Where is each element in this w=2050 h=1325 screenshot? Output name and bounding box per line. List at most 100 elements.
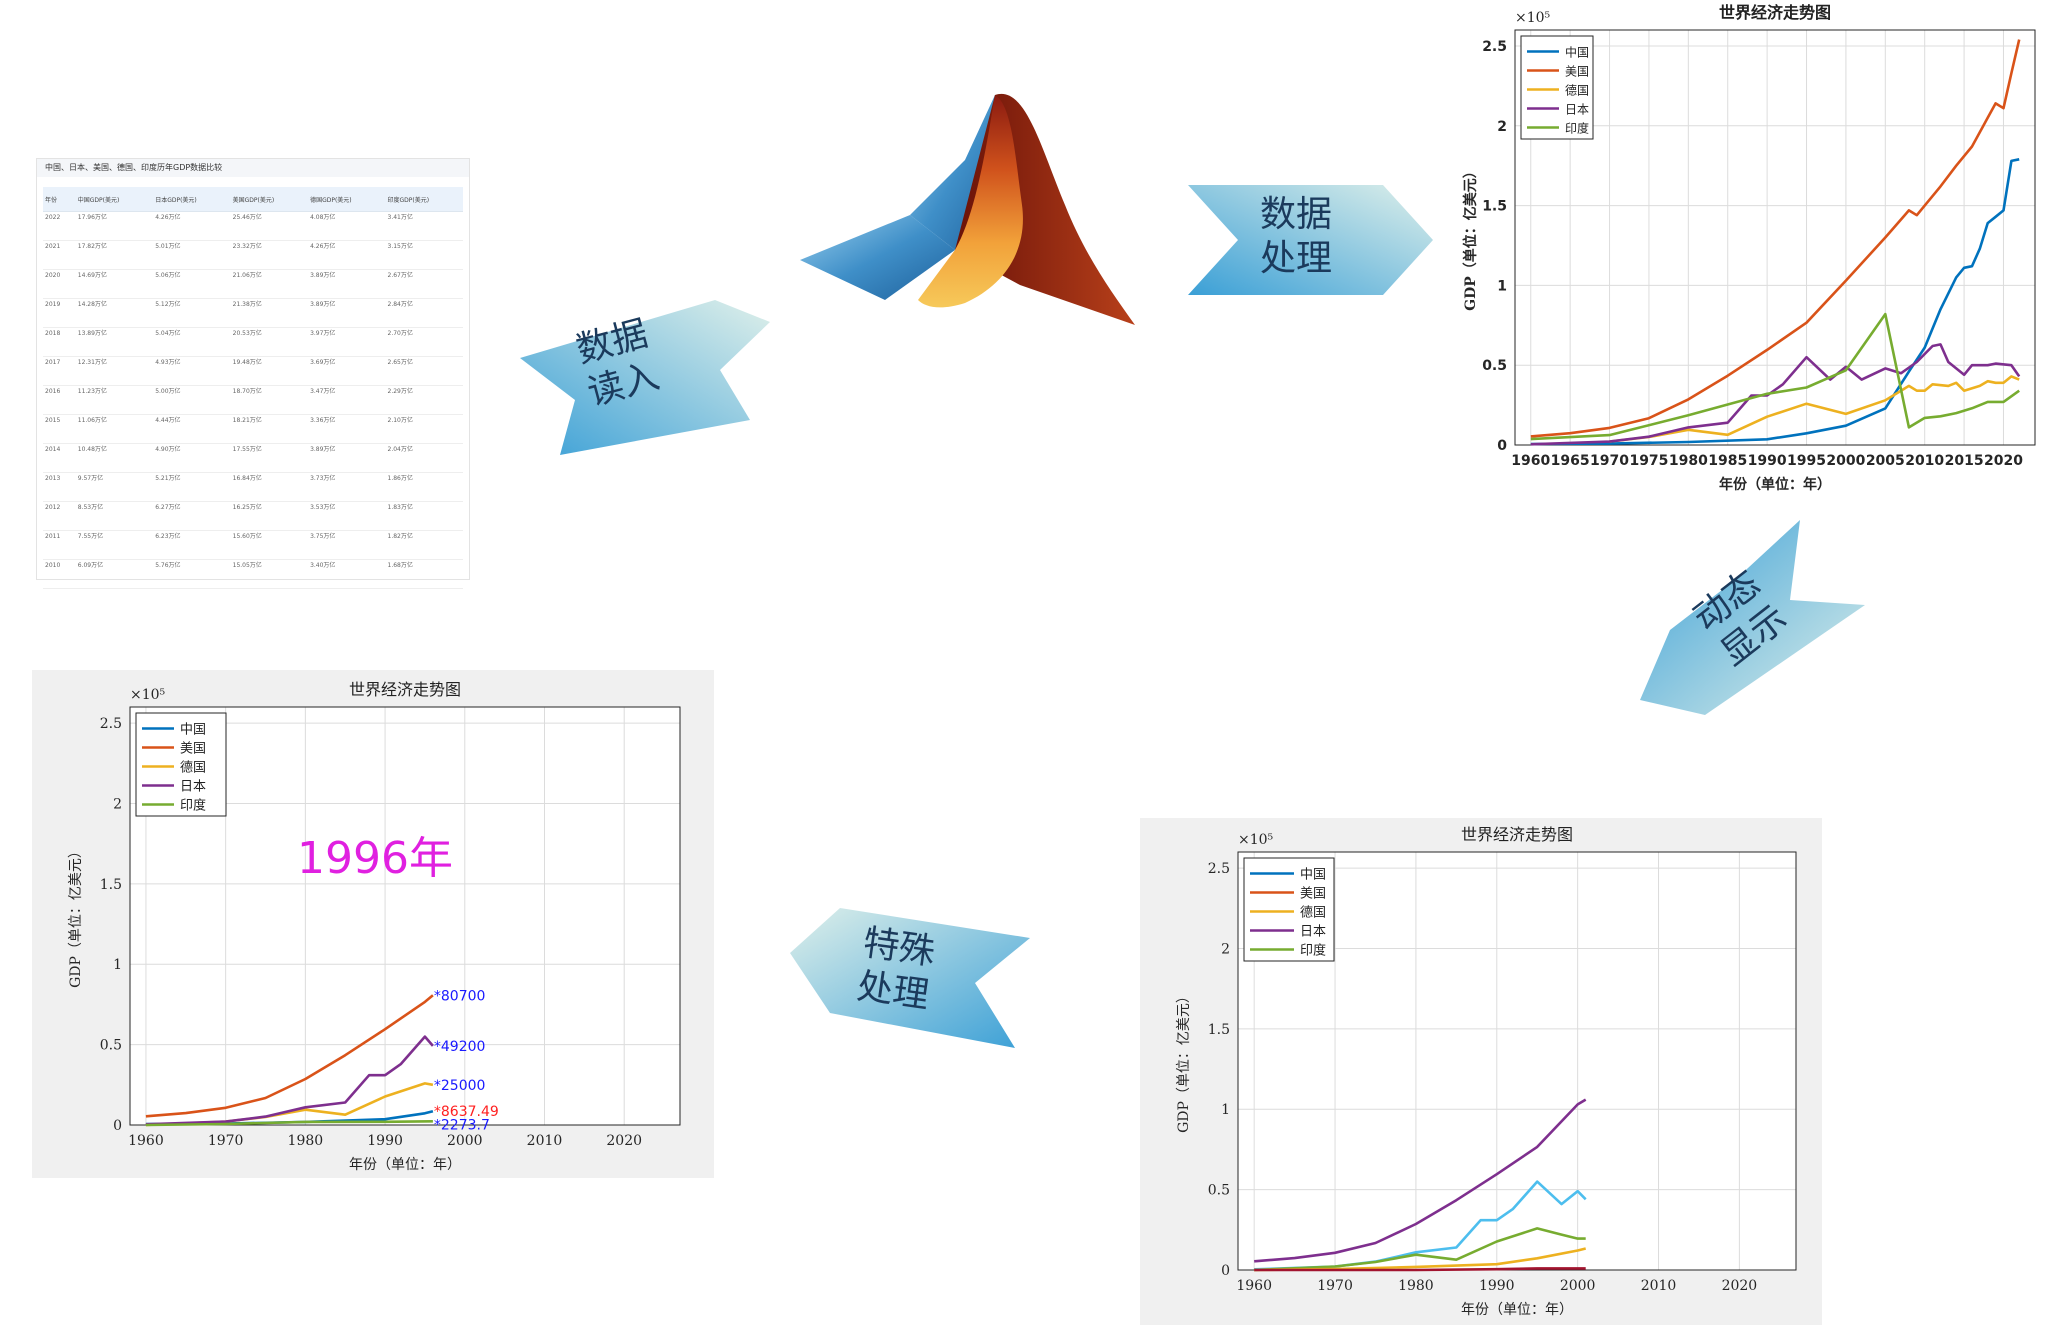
table-cell: 2016	[43, 385, 76, 415]
table-row: 2020 14.69万亿 5.06万亿 21.06万亿 3.89万亿 2.67万亿	[43, 269, 463, 299]
legend-label: 中国	[1300, 868, 1326, 883]
table-cell: 2.67万亿	[385, 269, 463, 299]
x-tick-label: 1960	[128, 1133, 164, 1149]
chart-special-svg: 1960 1970 1980 1990 2000 2010 2020 0 0.5 1 1.5 2 2.5…	[68, 680, 681, 1173]
year-overlay: 1996年	[297, 833, 453, 884]
data-annotation: *80700	[434, 988, 486, 1004]
y-tick-label: 2	[1497, 119, 1507, 135]
x-tick-label: 2015	[1945, 453, 1984, 469]
data-annotation: *2273.7	[434, 1117, 490, 1133]
matlab-logo	[800, 93, 1135, 326]
x-tick-label: 2010	[527, 1133, 563, 1149]
x-tick-label: 1965	[1551, 453, 1590, 469]
table-cell: 2014	[43, 443, 76, 473]
table-cell: 25.46万亿	[230, 211, 309, 241]
legend-label: 德国	[1565, 83, 1589, 98]
x-tick-label: 2000	[1560, 1278, 1596, 1294]
legend-label: 中国	[1565, 45, 1589, 60]
y-axis-label: GDP（单位：亿美元）	[1462, 164, 1479, 311]
series-line	[1530, 343, 2021, 446]
x-tick-label: 1960	[1236, 1278, 1272, 1294]
x-axis-label: 年份（单位：年）	[1719, 476, 1831, 493]
table-cell: 2019	[43, 298, 76, 328]
legend-label: 日本	[180, 780, 206, 795]
series-line	[1254, 1098, 1587, 1263]
x-tick-label: 2010	[1641, 1278, 1677, 1294]
table-cell: 4.90万亿	[153, 443, 231, 473]
table-cell: 17.82万亿	[75, 240, 154, 270]
table-cell: 5.76万亿	[153, 559, 231, 589]
chart-final: 1960 1965 1970 1975 1980 1985 1990 1995 2000 2005…	[1460, 0, 2050, 500]
table-cell: 19.48万亿	[230, 356, 309, 386]
table-cell: 2.65万亿	[385, 356, 463, 386]
table-cell: 3.36万亿	[308, 414, 386, 444]
data-annotation: *8637.49	[434, 1104, 499, 1120]
legend-box	[1520, 35, 1594, 140]
table-cell: 16.25万亿	[230, 501, 309, 531]
chart-title: 世界经济走势图	[1461, 825, 1573, 844]
series-line	[145, 994, 434, 1118]
table-header-cell: 印度GDP(美元)	[385, 187, 463, 212]
chart-partial-svg: 1960 1970 1980 1990 2000 2010 2020 0 0.5 1 1.5 2 2.5…	[1176, 825, 1797, 1318]
arrow-special-process: 特殊 处理	[790, 908, 1030, 1058]
legend-label: 印度	[1565, 121, 1589, 136]
table-row: 2016 11.23万亿 5.00万亿 18.70万亿 3.47万亿 2.29万亿	[43, 385, 463, 415]
x-tick-label: 1990	[367, 1133, 403, 1149]
table-cell: 4.26万亿	[308, 240, 386, 270]
table-cell: 2.10万亿	[385, 414, 463, 444]
chart-partial-panel: 1960 1970 1980 1990 2000 2010 2020 0 0.5 1 1.5 2 2.5…	[1140, 818, 1822, 1325]
table-header-cell: 中国GDP(美元)	[75, 187, 154, 212]
chart-special-panel: 1960 1970 1980 1990 2000 2010 2020 0 0.5 1 1.5 2 2.5…	[32, 670, 714, 1178]
table-cell: 2.04万亿	[385, 443, 463, 473]
y-tick-label: 0.5	[1482, 358, 1507, 374]
table-cell: 1.86万亿	[385, 472, 463, 502]
chart-title: 世界经济走势图	[349, 680, 461, 699]
arrow-data-input: 数据 读入	[520, 300, 770, 460]
legend-label: 美国	[180, 742, 206, 757]
legend-box	[1243, 857, 1335, 962]
y-tick-label: 1	[1221, 1102, 1230, 1118]
table-cell: 18.21万亿	[230, 414, 309, 444]
series-line	[1254, 1227, 1586, 1272]
table-row: 2022 17.96万亿 4.26万亿 25.46万亿 4.08万亿 3.41万亿	[43, 211, 463, 241]
x-tick-label: 1970	[1317, 1278, 1353, 1294]
plot-frame	[129, 706, 681, 1126]
legend-label: 德国	[1300, 906, 1326, 921]
y-tick-label: 1	[113, 957, 122, 973]
table-row: 2014 10.48万亿 4.90万亿 17.55万亿 3.89万亿 2.04万亿	[43, 443, 463, 473]
table-cell: 3.75万亿	[308, 530, 386, 560]
table-cell: 2010	[43, 559, 76, 589]
x-tick-label: 1990	[1748, 453, 1787, 469]
table-header-cell: 年份	[43, 187, 76, 212]
x-tick-label: 1980	[1398, 1278, 1434, 1294]
y-tick-label: 1.5	[1482, 199, 1507, 215]
legend-box	[135, 712, 227, 817]
x-tick-label: 1970	[208, 1133, 244, 1149]
table-cell: 2022	[43, 211, 76, 241]
table-cell: 17.96万亿	[75, 211, 154, 241]
table-title: 中国、日本、美国、德国、印度历年GDP数据比较	[37, 159, 469, 177]
table-row: 2015 11.06万亿 4.44万亿 18.21万亿 3.36万亿 2.10万亿	[43, 414, 463, 444]
y-exponent-label: ×10⁵	[1238, 832, 1274, 848]
table-cell: 11.23万亿	[75, 385, 154, 415]
table-cell: 3.89万亿	[308, 269, 386, 299]
table-cell: 3.47万亿	[308, 385, 386, 415]
table-row: 2012 8.53万亿 6.27万亿 16.25万亿 3.53万亿 1.83万亿	[43, 501, 463, 531]
table-cell: 1.82万亿	[385, 530, 463, 560]
table-row: 2010 6.09万亿 5.76万亿 15.05万亿 3.40万亿 1.68万亿	[43, 559, 463, 589]
x-tick-label: 2020	[606, 1133, 642, 1149]
arrow-dynamic-display: 动态 显示	[1640, 520, 1880, 720]
x-axis-label: 年份（单位：年）	[1461, 1302, 1573, 1318]
table-cell: 2015	[43, 414, 76, 444]
table-cell: 5.00万亿	[153, 385, 231, 415]
x-tick-label: 2000	[447, 1133, 483, 1149]
y-exponent-label: ×10⁵	[130, 687, 166, 703]
y-tick-label: 0	[113, 1118, 122, 1134]
x-axis-label: 年份（单位：年）	[349, 1157, 461, 1173]
table-cell: 3.41万亿	[385, 211, 463, 241]
table-cell: 15.60万亿	[230, 530, 309, 560]
table-grid: 年份 中国GDP(美元) 日本GDP(美元) 美国GDP(美元) 德国GDP(美元) 印度…	[43, 187, 463, 589]
table-cell: 3.89万亿	[308, 443, 386, 473]
series-line	[1530, 312, 2020, 441]
table-cell: 21.38万亿	[230, 298, 309, 328]
